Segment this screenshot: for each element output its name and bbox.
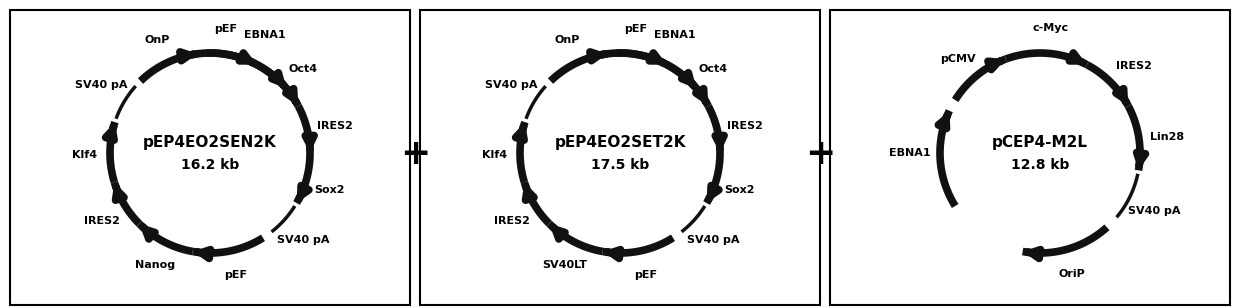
Text: SV40 pA: SV40 pA bbox=[278, 235, 330, 245]
Text: Klf4: Klf4 bbox=[482, 150, 507, 160]
Text: pEP4EO2SET2K: pEP4EO2SET2K bbox=[554, 135, 686, 150]
Text: c-Myc: c-Myc bbox=[1033, 23, 1069, 33]
Bar bbox=[420, 10, 820, 305]
Text: Sox2: Sox2 bbox=[314, 185, 345, 195]
Text: pEF: pEF bbox=[213, 24, 237, 34]
Text: OriP: OriP bbox=[1059, 269, 1086, 279]
Text: IRES2: IRES2 bbox=[83, 216, 119, 226]
Text: IRES2: IRES2 bbox=[728, 121, 763, 131]
Text: SV40 pA: SV40 pA bbox=[76, 80, 128, 90]
Text: EBNA1: EBNA1 bbox=[889, 148, 931, 158]
Text: pEF: pEF bbox=[224, 270, 248, 280]
Text: Klf4: Klf4 bbox=[72, 150, 98, 160]
Text: OnP: OnP bbox=[145, 35, 170, 45]
Bar bbox=[10, 10, 410, 305]
Text: SV40 pA: SV40 pA bbox=[485, 80, 538, 90]
Text: IRES2: IRES2 bbox=[317, 121, 353, 131]
Text: SV40LT: SV40LT bbox=[543, 260, 588, 270]
Text: pCEP4-M2L: pCEP4-M2L bbox=[992, 135, 1087, 150]
Text: pEF: pEF bbox=[635, 270, 657, 280]
Text: Oct4: Oct4 bbox=[289, 64, 317, 74]
Text: IRES2: IRES2 bbox=[1116, 61, 1152, 71]
Text: pEF: pEF bbox=[624, 24, 647, 34]
Text: Sox2: Sox2 bbox=[724, 185, 755, 195]
Text: Nanog: Nanog bbox=[135, 260, 175, 270]
Text: IRES2: IRES2 bbox=[494, 216, 529, 226]
Text: EBNA1: EBNA1 bbox=[655, 30, 696, 40]
Text: SV40 pA: SV40 pA bbox=[1128, 206, 1180, 216]
Text: EBNA1: EBNA1 bbox=[244, 30, 285, 40]
Text: Lin28: Lin28 bbox=[1149, 132, 1184, 142]
Text: 17.5 kb: 17.5 kb bbox=[591, 158, 649, 172]
Text: Oct4: Oct4 bbox=[698, 64, 728, 74]
Text: +: + bbox=[399, 137, 430, 170]
Bar bbox=[830, 10, 1230, 305]
Text: +: + bbox=[805, 137, 836, 170]
Text: 12.8 kb: 12.8 kb bbox=[1011, 158, 1069, 172]
Text: SV40 pA: SV40 pA bbox=[687, 235, 740, 245]
Text: pEP4EO2SEN2K: pEP4EO2SEN2K bbox=[143, 135, 277, 150]
Text: pCMV: pCMV bbox=[940, 54, 976, 64]
Text: 16.2 kb: 16.2 kb bbox=[181, 158, 239, 172]
Text: OnP: OnP bbox=[554, 35, 580, 45]
